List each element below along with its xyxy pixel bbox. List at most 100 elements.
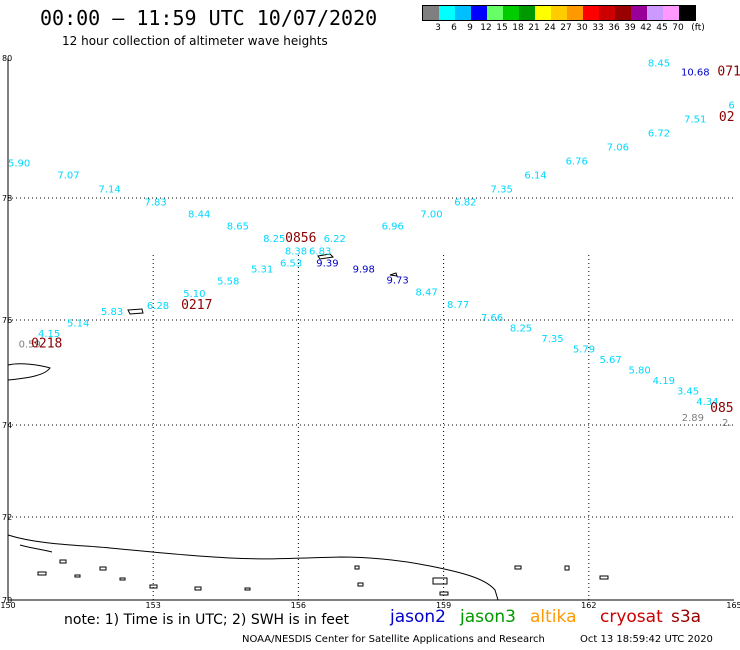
color-swatch [647,6,663,20]
swh-value: 5.31 [251,264,273,275]
track-02: 02 [719,110,735,125]
swh-value: 5.80 [628,366,650,377]
swh-value: 7.06 [607,142,629,153]
track-085: 2.89 2. 085 [682,401,734,429]
footer-note: note: 1) Time is in UTC; 2) SWH is in fe… [64,612,350,628]
lon-label: 162 [581,601,596,610]
swh-value: 3.45 [677,387,699,398]
color-swatch [423,6,439,20]
color-legend-labels: 3 6 9 12 15 18 21 24 27 30 33 36 39 42 45 70 (ft) [422,21,705,33]
swh-value: 10.68 [681,68,710,79]
swh-value: 2.89 [682,413,704,424]
lat-label: 70 [2,596,12,605]
lon-label: 156 [291,601,306,610]
color-swatch [615,6,631,20]
swh-value: 9.98 [353,264,375,275]
swh-value: 7.35 [541,334,563,345]
color-swatch [535,6,551,20]
color-legend-label: 30 [576,23,588,33]
satellite-tracks: 5.907.077.147.838.448.658.258.38 6.836.53… [8,58,740,429]
swh-value: 4.15 [38,329,60,340]
color-swatch [583,6,599,20]
swh-value: 5.79 [573,345,595,356]
swh-value: 5.90 [8,159,30,170]
color-legend-label: 39 [624,23,636,33]
color-legend-label: 12 [480,23,492,33]
color-swatch [519,6,535,20]
map-subtitle: 12 hour collection of altimeter wave hei… [62,34,328,48]
color-swatch [439,6,455,20]
swh-value: 2. [722,418,732,429]
pass-time-label: 02 [719,110,735,125]
lon-label: 153 [146,601,161,610]
color-swatch [455,6,471,20]
swh-value: 8.65 [227,222,249,233]
satellite-legend-cryosat: cryosat [600,607,663,627]
color-legend-label: 33 [592,23,604,33]
lat-label: 76 [2,316,12,325]
color-legend-label: 70 [672,23,684,33]
color-legend-label: 36 [608,23,620,33]
coastline [7,253,609,601]
lat-label: 74 [2,421,12,430]
color-swatch [503,6,519,20]
swh-value: 5.14 [67,318,89,329]
pass-time-label: 085 [710,401,733,416]
color-legend-label: 3 [435,23,441,33]
swh-value: 8.38 [285,247,307,258]
swh-value: 4.34 [696,397,718,408]
swh-value: 7.35 [491,184,513,195]
color-legend-label: 9 [467,23,473,33]
swh-value: 6.22 [324,234,346,245]
swh-value: 5.58 [217,277,239,288]
color-legend-label: 21 [528,23,540,33]
swh-value: 7.66 [481,313,503,324]
satellite-legend-altika: altika [530,607,577,627]
track-0217: 4.15 5.14 5.83 6.28 5.10 5.58 5.31 6.22 6.96 7.00… [38,100,735,339]
swh-value: 6 [728,100,734,111]
swh-value: 5.83 [101,307,123,318]
swh-value: 0.59 [19,339,41,350]
swh-value: 6.83 [309,247,331,258]
pass-time-label: 071 [717,65,740,80]
swh-value: 5.67 [599,355,621,366]
map-frame [7,58,734,601]
color-legend-swatches [422,5,696,21]
swh-value: 6.53 [280,258,302,269]
lat-label: 78 [2,194,12,203]
swh-value: 9.39 [316,258,338,269]
color-swatch [663,6,679,20]
swh-value: 7.00 [420,210,442,221]
swh-value: 7.14 [99,184,121,195]
lon-label: 150 [0,601,15,610]
color-legend-label: 42 [640,23,652,33]
lat-label: 80 [2,54,12,63]
latitude-labels: 80 78 76 74 72 70 [2,54,12,605]
swh-value: 8.45 [648,58,670,69]
color-swatch [599,6,615,20]
color-swatch [679,6,695,20]
color-legend-label: 45 [656,23,668,33]
graticule [8,197,734,600]
color-legend-label: 6 [451,23,457,33]
satellite-legend-jason2: jason2 [390,607,446,627]
swh-value: 8.77 [447,300,469,311]
swh-value: 4.19 [653,376,675,387]
swh-value: 8.44 [188,210,210,221]
pass-time-label: 0217 [181,298,212,313]
lat-label: 72 [2,513,12,522]
track-0856: 5.907.077.147.838.448.658.258.38 6.836.53… [8,159,719,409]
color-legend: 3 6 9 12 15 18 21 24 27 30 33 36 39 42 45 70 (ft) [422,5,705,33]
satellite-legend-jason3: jason3 [460,607,516,627]
color-legend-label: 27 [560,23,572,33]
swh-value: 5.10 [183,289,205,300]
track-071: 8.45 10.68 071 [648,58,740,79]
swh-value: 8.47 [416,288,438,299]
swh-value: 7.83 [144,197,166,208]
swh-value: 9.73 [386,275,408,286]
satellite-legend-s3a: s3a [671,607,702,627]
lon-label: 165 [726,601,740,610]
color-swatch [567,6,583,20]
